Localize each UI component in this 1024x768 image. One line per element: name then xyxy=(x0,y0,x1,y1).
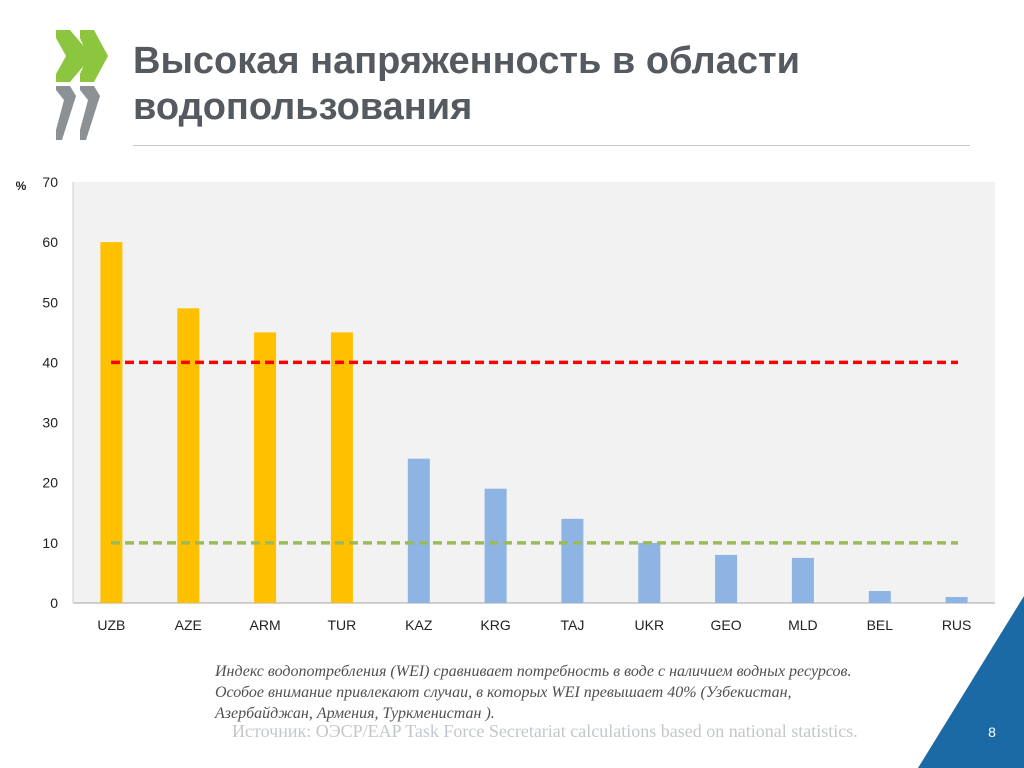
y-tick-label: 20 xyxy=(42,475,58,491)
x-tick-label: KRG xyxy=(480,617,510,633)
plot-area xyxy=(73,182,995,603)
x-tick-label: TUR xyxy=(328,617,357,633)
bar-mld xyxy=(791,557,814,603)
bar-kaz xyxy=(407,458,430,603)
corner-triangle xyxy=(918,596,1024,768)
y-tick-label: 50 xyxy=(42,294,58,310)
y-tick-labels: 0 10 20 30 40 50 60 70 xyxy=(42,174,58,611)
reference-lines xyxy=(111,360,958,545)
y-tick-label: 30 xyxy=(42,415,58,431)
x-tick-label: ARM xyxy=(250,617,281,633)
x-tick-label: KAZ xyxy=(405,617,433,633)
title-divider xyxy=(133,145,970,146)
y-tick-label: 70 xyxy=(42,174,58,190)
chart-caption: Индекс водопотребления (WEI) сравнивает … xyxy=(215,661,995,724)
bar-group xyxy=(100,242,968,603)
slide-title: Высокая напряженность в области водополь… xyxy=(133,38,993,130)
logo-green-chevron-icon xyxy=(80,30,108,82)
y-tick-label: 40 xyxy=(42,354,58,370)
bar-arm xyxy=(254,332,277,603)
x-tick-label: BEL xyxy=(867,617,894,633)
bar-krg xyxy=(484,488,507,603)
bar-ukr xyxy=(638,542,661,603)
x-tick-label: AZE xyxy=(175,617,202,633)
x-tick-label: RUS xyxy=(942,617,972,633)
slide-title-line2: водопользования xyxy=(133,86,473,128)
x-tick-label: GEO xyxy=(711,617,742,633)
bar-uzb xyxy=(100,242,123,603)
logo-green-chevron-icon xyxy=(56,30,92,82)
caption-line1: Индекс водопотребления (WEI) сравнивает … xyxy=(215,663,852,680)
y-tick-label: 10 xyxy=(42,535,58,551)
bar-rus xyxy=(945,597,968,603)
caption-line3: Азербайджан, Армения, Туркменистан ). xyxy=(215,705,495,722)
caption-line2: Особое внимание привлекают случаи, в кот… xyxy=(215,684,792,701)
bar-taj xyxy=(561,518,584,603)
page-number: 8 xyxy=(988,724,996,740)
source-note: Источник: ОЭСР/EAP Task Force Secretaria… xyxy=(232,721,858,741)
x-tick-label: MLD xyxy=(788,617,818,633)
logo-chevrons-icon xyxy=(56,30,108,140)
y-tick-label: 60 xyxy=(42,234,58,250)
y-axis-label: % xyxy=(16,179,27,193)
slide-title-line1: Высокая напряженность в области xyxy=(133,40,800,82)
bar-aze xyxy=(177,308,200,603)
x-tick-label: UKR xyxy=(635,617,665,633)
x-tick-label: TAJ xyxy=(560,617,584,633)
x-tick-labels: UZB AZE ARM TUR KAZ KRG TAJ UKR GEO MLD BEL RUS xyxy=(97,617,971,633)
bar-geo xyxy=(715,554,738,603)
y-tick-label: 0 xyxy=(50,595,58,611)
logo-grey-chevron-icon xyxy=(56,86,76,140)
logo-grey-chevron-icon xyxy=(80,86,100,140)
bar-tur xyxy=(330,332,353,603)
bar-bel xyxy=(868,591,891,603)
x-tick-label: UZB xyxy=(97,617,125,633)
